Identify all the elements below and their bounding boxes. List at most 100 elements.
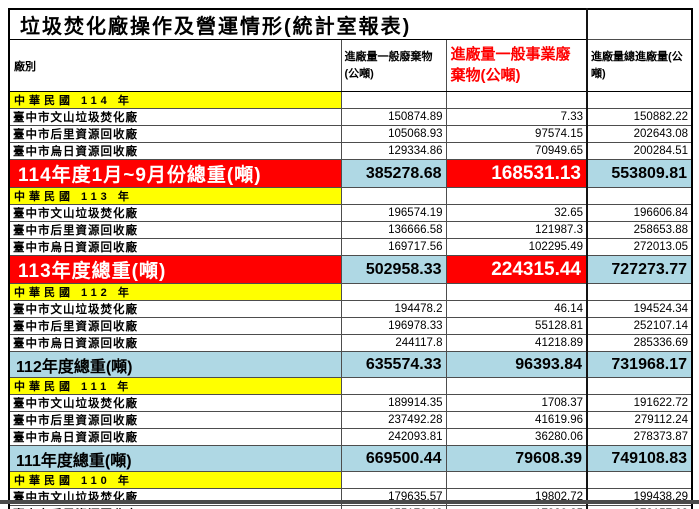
general-waste-value: 196978.33	[340, 317, 447, 335]
plant-name-cell: 臺中市烏日資源回收廠	[8, 334, 342, 352]
plant-name-cell: 臺中市烏日資源回收廠	[8, 428, 342, 446]
industrial-waste-value: 97574.15	[445, 125, 588, 143]
industrial-waste-total: 224315.44	[445, 255, 588, 284]
year-label: 中華民國 113 年	[8, 187, 342, 205]
total-intake-value: 278373.87	[586, 428, 693, 446]
plant-name-cell: 臺中市文山垃圾焚化廠	[8, 394, 342, 412]
year-label: 中華民國 111 年	[8, 377, 342, 395]
plant-name-cell: 臺中市后里資源回收廠	[8, 125, 342, 143]
table-row: 臺中市文山垃圾焚化廠 189914.35 1708.37 191622.72	[8, 394, 693, 412]
industrial-waste-total: 79608.39	[445, 445, 588, 472]
general-waste-value: 242093.81	[340, 428, 447, 446]
year-total-label: 113年度總重(噸)	[8, 255, 342, 284]
general-waste-value: 189914.35	[340, 394, 447, 412]
empty-cell	[340, 377, 447, 395]
empty-cell	[586, 283, 693, 301]
year-section-header: 中華民國 111 年	[8, 377, 693, 395]
empty-cell	[445, 91, 588, 109]
col-header-plant: 廠別	[8, 39, 342, 92]
total-intake-total: 553809.81	[586, 159, 693, 188]
plant-name-cell: 臺中市后里資源回收廠	[8, 317, 342, 335]
column-header-row: 廠別 進廠量一般廢棄物(公噸) 進廠量一般事業廢棄物(公噸) 進廠量總進廠量(公…	[8, 39, 693, 92]
report-table: 垃圾焚化廠操作及營運情形(統計室報表) 廠別 進廠量一般廢棄物(公噸) 進廠量一…	[8, 8, 694, 509]
col-header-industrial-waste: 進廠量一般事業廢棄物(公噸)	[445, 39, 588, 92]
total-intake-value: 200284.51	[586, 142, 693, 160]
table-row: 臺中市后里資源回收廠 237492.28 41619.96 279112.24	[8, 411, 693, 429]
table-row: 臺中市后里資源回收廠 136666.58 121987.3 258653.88	[8, 221, 693, 239]
industrial-waste-value: 7.33	[445, 108, 588, 126]
industrial-waste-value: 102295.49	[445, 238, 588, 256]
col-header-total-intake: 進廠量總進廠量(公噸)	[586, 39, 693, 92]
bottom-divider	[0, 500, 699, 504]
year-total-label: 112年度總重(噸)	[8, 351, 342, 378]
industrial-waste-total: 96393.84	[445, 351, 588, 378]
plant-name-cell: 臺中市文山垃圾焚化廠	[8, 204, 342, 222]
empty-cell	[340, 471, 447, 489]
industrial-waste-value: 32.65	[445, 204, 588, 222]
year-total-row: 114年度1月~9月份總重(噸) 385278.68 168531.13 553…	[8, 159, 693, 188]
year-label: 中華民國 110 年	[8, 471, 342, 489]
table-row: 臺中市后里資源回收廠 196978.33 55128.81 252107.14	[8, 317, 693, 335]
general-waste-total: 635574.33	[340, 351, 447, 378]
industrial-waste-value: 121987.3	[445, 221, 588, 239]
empty-cell	[340, 283, 447, 301]
total-intake-value: 252107.14	[586, 317, 693, 335]
industrial-waste-value: 70949.65	[445, 142, 588, 160]
industrial-waste-total: 168531.13	[445, 159, 588, 188]
empty-cell	[445, 283, 588, 301]
empty-cell	[586, 471, 693, 489]
general-waste-value: 244117.8	[340, 334, 447, 352]
general-waste-value: 150874.89	[340, 108, 447, 126]
total-intake-total: 727273.77	[586, 255, 693, 284]
total-intake-value: 150882.22	[586, 108, 693, 126]
col-header-general-waste: 進廠量一般廢棄物(公噸)	[340, 39, 447, 92]
plant-name-cell: 臺中市后里資源回收廠	[8, 505, 342, 509]
total-intake-value: 194524.34	[586, 300, 693, 318]
empty-cell	[586, 377, 693, 395]
empty-cell	[445, 187, 588, 205]
general-waste-total: 385278.68	[340, 159, 447, 188]
year-total-label: 111年度總重(噸)	[8, 445, 342, 472]
total-intake-value: 285336.69	[586, 334, 693, 352]
empty-cell	[445, 377, 588, 395]
plant-name-cell: 臺中市烏日資源回收廠	[8, 238, 342, 256]
general-waste-value: 255176.43	[340, 505, 447, 509]
general-waste-value: 196574.19	[340, 204, 447, 222]
empty-cell	[340, 187, 447, 205]
table-row: 臺中市文山垃圾焚化廠 150874.89 7.33 150882.22	[8, 108, 693, 126]
total-intake-value: 258653.88	[586, 221, 693, 239]
table-row: 臺中市烏日資源回收廠 169717.56 102295.49 272013.05	[8, 238, 693, 256]
table-row: 臺中市烏日資源回收廠 129334.86 70949.65 200284.51	[8, 142, 693, 160]
general-waste-value: 129334.86	[340, 142, 447, 160]
empty-cell	[445, 471, 588, 489]
industrial-waste-value: 36280.06	[445, 428, 588, 446]
table-row: 臺中市后里資源回收廠 255176.43 17980.85 273157.28	[8, 505, 693, 509]
plant-name-cell: 臺中市文山垃圾焚化廠	[8, 108, 342, 126]
industrial-waste-value: 17980.85	[445, 505, 588, 509]
general-waste-value: 194478.2	[340, 300, 447, 318]
industrial-waste-value: 55128.81	[445, 317, 588, 335]
total-intake-value: 279112.24	[586, 411, 693, 429]
general-waste-value: 105068.93	[340, 125, 447, 143]
total-intake-value: 196606.84	[586, 204, 693, 222]
plant-name-cell: 臺中市后里資源回收廠	[8, 411, 342, 429]
title-row-empty-cell	[586, 8, 693, 40]
general-waste-total: 502958.33	[340, 255, 447, 284]
industrial-waste-value: 46.14	[445, 300, 588, 318]
total-intake-value: 202643.08	[586, 125, 693, 143]
year-section-header: 中華民國 114 年	[8, 91, 693, 109]
year-section-header: 中華民國 113 年	[8, 187, 693, 205]
general-waste-value: 237492.28	[340, 411, 447, 429]
year-label: 中華民國 114 年	[8, 91, 342, 109]
plant-name-cell: 臺中市后里資源回收廠	[8, 221, 342, 239]
empty-cell	[586, 187, 693, 205]
year-label: 中華民國 112 年	[8, 283, 342, 301]
table-row: 臺中市文山垃圾焚化廠 196574.19 32.65 196606.84	[8, 204, 693, 222]
table-row: 臺中市烏日資源回收廠 242093.81 36280.06 278373.87	[8, 428, 693, 446]
page-title: 垃圾焚化廠操作及營運情形(統計室報表)	[8, 8, 588, 40]
industrial-waste-value: 1708.37	[445, 394, 588, 412]
general-waste-total: 669500.44	[340, 445, 447, 472]
year-section-header: 中華民國 112 年	[8, 283, 693, 301]
year-total-row: 113年度總重(噸) 502958.33 224315.44 727273.77	[8, 255, 693, 284]
